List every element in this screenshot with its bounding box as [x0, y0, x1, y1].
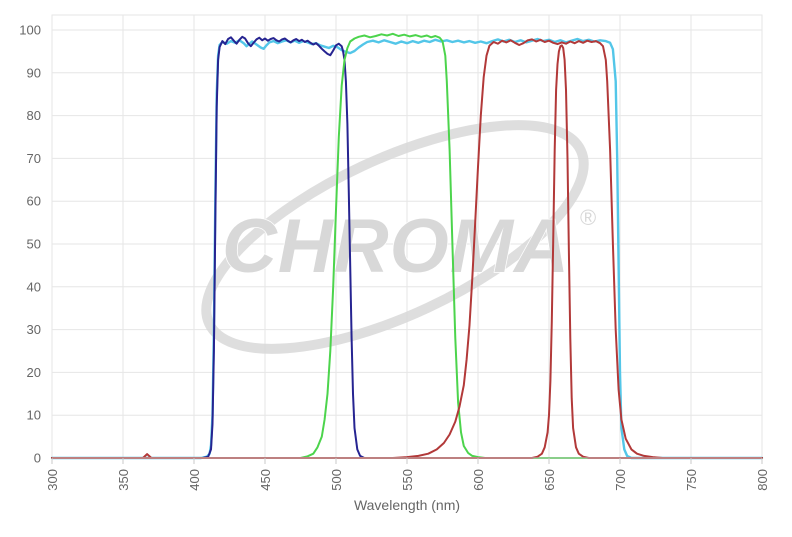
x-axis-title: Wavelength (nm)	[353, 497, 461, 513]
y-tick-label: 90	[27, 65, 41, 80]
y-tick-label: 50	[27, 236, 41, 251]
series-red-narrow-bandpass-653-663	[51, 44, 763, 459]
y-tick-label: 40	[27, 279, 41, 294]
y-tick-label: 10	[27, 408, 41, 423]
watermark-registered-icon: ®	[580, 205, 596, 230]
x-tick-label: 300	[45, 469, 60, 491]
y-tick-label: 30	[27, 322, 41, 337]
x-tick-label: 800	[755, 469, 770, 491]
series-group	[50, 32, 764, 460]
x-tick-label: 400	[187, 469, 202, 491]
x-tick-label: 650	[542, 469, 557, 491]
axes: 300 350 400 450 500 550 600 650 700 750 800 0 10 20 30…	[19, 22, 770, 490]
series-cyan-broad-bandpass-415-700	[50, 37, 764, 460]
watermark-text: CHROMA	[222, 204, 570, 289]
y-tick-label: 70	[27, 151, 41, 166]
x-tick-label: 450	[258, 469, 273, 491]
x-tick-label: 600	[471, 469, 486, 491]
series-red-bandpass-600-692	[51, 38, 763, 459]
y-tick-label: 100	[19, 22, 41, 37]
y-tick-label: 80	[27, 108, 41, 123]
y-tick-label: 60	[27, 194, 41, 209]
x-tick-label: 500	[329, 469, 344, 491]
chroma-watermark: CHROMA ®	[201, 120, 596, 354]
series-green-bandpass-500-580	[51, 32, 763, 459]
y-tick-label: 0	[34, 451, 41, 466]
x-tick-label: 700	[613, 469, 628, 491]
x-tick-label: 750	[684, 469, 699, 491]
watermark-swoosh-ellipse	[201, 120, 589, 354]
x-tick-label: 350	[116, 469, 131, 491]
y-tick-label: 20	[27, 365, 41, 380]
gridlines	[51, 14, 763, 459]
x-tick-label: 550	[400, 469, 415, 491]
